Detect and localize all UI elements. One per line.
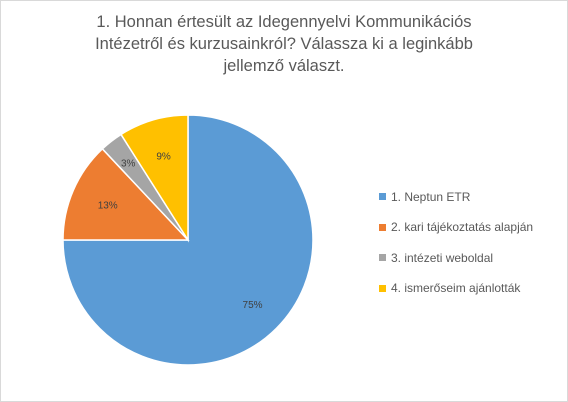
legend-swatch	[379, 193, 386, 200]
chart-title-line: 1. Honnan értesült az Idegennyelvi Kommu…	[96, 13, 472, 31]
legend-label: 3. intézeti weboldal	[391, 250, 494, 265]
chart-title: 1. Honnan értesült az Idegennyelvi Kommu…	[21, 11, 547, 77]
legend-item: 1. Neptun ETR	[379, 189, 533, 204]
legend-swatch	[379, 254, 386, 261]
legend-label: 1. Neptun ETR	[391, 189, 471, 204]
pie-slice	[62, 147, 190, 241]
pie-slice	[62, 114, 314, 366]
chart-title-line: Intézetről és kurzusainkról? Válassza ki…	[95, 35, 473, 53]
pie-slice	[119, 114, 189, 243]
legend-swatch	[379, 284, 386, 292]
legend-item: 2. kari tájékoztatás alapján	[379, 220, 534, 234]
legend-label: 4. ismerőseim ajánlották	[391, 281, 521, 295]
data-label: 9%	[156, 151, 171, 162]
data-label: 3%	[121, 158, 136, 169]
legend-swatch	[379, 223, 386, 231]
chart-legend: 1. Neptun ETR 2. kari tájékoztatás alapj…	[379, 190, 533, 312]
chart-title-line: jellemző választ.	[223, 57, 345, 75]
data-label: 13%	[98, 201, 118, 212]
legend-item: 4. ismerőseim ajánlották	[379, 281, 533, 295]
data-label: 75%	[243, 300, 263, 311]
legend-item: 3. intézeti weboldal	[379, 250, 533, 265]
legend-label: 2. kari tájékoztatás alapján	[391, 220, 534, 234]
